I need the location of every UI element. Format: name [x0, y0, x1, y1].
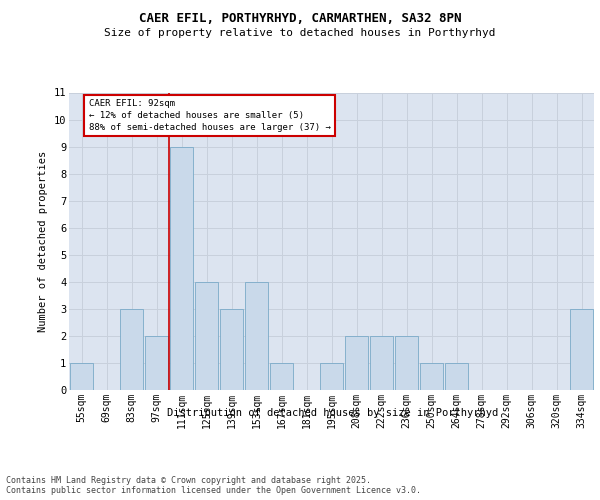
Text: Distribution of detached houses by size in Porthyrhyd: Distribution of detached houses by size …	[167, 408, 499, 418]
Bar	[344, 336, 368, 390]
Bar	[395, 336, 418, 390]
Bar	[194, 282, 218, 390]
Y-axis label: Number of detached properties: Number of detached properties	[38, 150, 48, 332]
Bar	[220, 309, 244, 390]
Bar	[569, 309, 593, 390]
Bar	[145, 336, 169, 390]
Text: Size of property relative to detached houses in Porthyrhyd: Size of property relative to detached ho…	[104, 28, 496, 38]
Bar	[70, 363, 94, 390]
Bar	[245, 282, 268, 390]
Text: Contains HM Land Registry data © Crown copyright and database right 2025.
Contai: Contains HM Land Registry data © Crown c…	[6, 476, 421, 495]
Text: CAER EFIL: 92sqm
← 12% of detached houses are smaller (5)
88% of semi-detached h: CAER EFIL: 92sqm ← 12% of detached house…	[89, 100, 331, 132]
Bar	[170, 146, 193, 390]
Bar	[320, 363, 343, 390]
Bar	[370, 336, 394, 390]
Bar	[419, 363, 443, 390]
Text: CAER EFIL, PORTHYRHYD, CARMARTHEN, SA32 8PN: CAER EFIL, PORTHYRHYD, CARMARTHEN, SA32 …	[139, 12, 461, 26]
Bar	[269, 363, 293, 390]
Bar	[445, 363, 469, 390]
Bar	[119, 309, 143, 390]
